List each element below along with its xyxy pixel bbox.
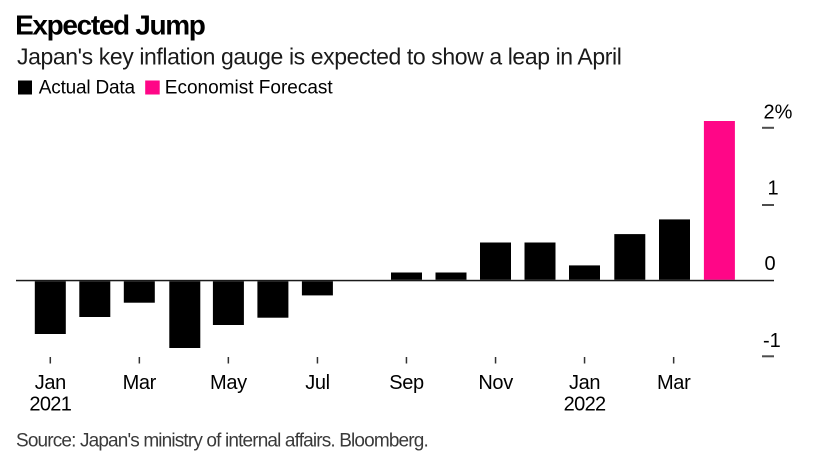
svg-text:Jan: Jan	[35, 372, 66, 394]
svg-text:2021: 2021	[29, 393, 71, 415]
svg-text:-1: -1	[763, 330, 781, 352]
svg-text:Sep: Sep	[389, 372, 424, 394]
svg-text:2%: 2%	[764, 102, 793, 124]
svg-text:Japan's key inflation gauge is: Japan's key inflation gauge is expected …	[17, 44, 621, 70]
svg-text:Mar: Mar	[657, 372, 691, 394]
svg-text:2022: 2022	[564, 393, 606, 415]
svg-text:Expected Jump: Expected Jump	[15, 9, 205, 40]
svg-text:Mar: Mar	[123, 372, 157, 394]
svg-text:Nov: Nov	[478, 372, 513, 394]
svg-text:1: 1	[768, 178, 779, 200]
svg-text:Jan: Jan	[569, 372, 600, 394]
svg-text:Economist Forecast: Economist Forecast	[165, 78, 334, 99]
svg-text:Actual Data: Actual Data	[39, 78, 136, 99]
svg-text:Source: Japan's ministry of in: Source: Japan's ministry of internal aff…	[16, 431, 428, 452]
svg-text:Jul: Jul	[305, 372, 330, 394]
svg-text:May: May	[210, 372, 247, 394]
svg-text:0: 0	[765, 253, 776, 275]
